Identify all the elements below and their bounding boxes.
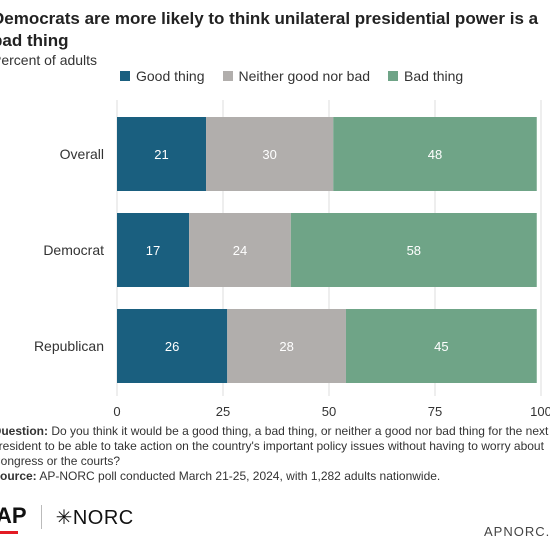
ap-logo-text: AP (0, 502, 27, 528)
x-tick-label: 50 (322, 404, 336, 419)
bar-segment (117, 117, 207, 191)
bar-segment (189, 213, 291, 287)
bar-segment (345, 309, 537, 383)
legend-label-bad: Bad thing (404, 68, 464, 84)
bar-segment (206, 117, 334, 191)
x-tick-label: 0 (113, 404, 120, 419)
data-label: 21 (154, 147, 168, 162)
data-label: 17 (146, 243, 160, 258)
bar-segment (290, 213, 537, 287)
legend-label-good: Good thing (136, 68, 205, 84)
chart-subtitle: Percent of adults (0, 52, 98, 68)
bar-segment (333, 117, 537, 191)
legend: Good thing Neither good nor bad Bad thin… (120, 68, 463, 84)
x-tick-label: 75 (428, 404, 442, 419)
logo-divider (40, 505, 42, 529)
legend-swatch-neither (222, 71, 233, 81)
norc-logo: ✳NORC (55, 506, 134, 529)
category-label: Overall (60, 146, 104, 162)
data-label: 30 (262, 147, 276, 162)
legend-item-neither: Neither good nor bad (222, 68, 371, 84)
legend-swatch-good (120, 71, 130, 81)
data-label: 24 (233, 243, 247, 258)
bar-segment (227, 309, 346, 383)
legend-item-bad: Bad thing (388, 68, 463, 84)
category-label: Republican (34, 338, 104, 354)
legend-item-good: Good thing (120, 68, 205, 84)
x-tick-label: 100 (530, 404, 550, 419)
data-label: 58 (407, 243, 421, 258)
footer-logos: AP ✳NORC (0, 502, 134, 534)
source-text: AP-NORC poll conducted March 21-25, 2024… (36, 469, 441, 483)
category-label: Democrat (43, 242, 104, 258)
x-tick-label: 25 (216, 404, 230, 419)
data-label: 48 (428, 147, 442, 162)
source-label: Source: (0, 469, 37, 483)
data-label: 28 (279, 339, 293, 354)
legend-label-neither: Neither good nor bad (238, 68, 371, 84)
chart-notes: Question: Do you think it would be a goo… (0, 424, 550, 484)
bar-segment (117, 309, 228, 383)
ap-logo-underline (0, 530, 18, 534)
legend-swatch-bad (388, 71, 399, 81)
question-note: Question: Do you think it would be a goo… (0, 424, 550, 469)
site-url: APNORC.org (484, 524, 550, 539)
stacked-bar-chart: 0 25 50 75 100 Overall 21 30 48 Democrat 17 24 58 Rep… (34, 100, 550, 419)
chart-title: Democrats are more likely to think unila… (0, 9, 539, 50)
question-text: Do you think it would be a good thing, a… (0, 424, 549, 468)
data-label: 45 (434, 339, 448, 354)
data-label: 26 (165, 339, 179, 354)
ap-logo: AP (0, 502, 27, 534)
question-label: Question: (0, 424, 48, 438)
bar-segment (117, 213, 190, 287)
source-note: Source: AP-NORC poll conducted March 21-… (0, 469, 550, 484)
